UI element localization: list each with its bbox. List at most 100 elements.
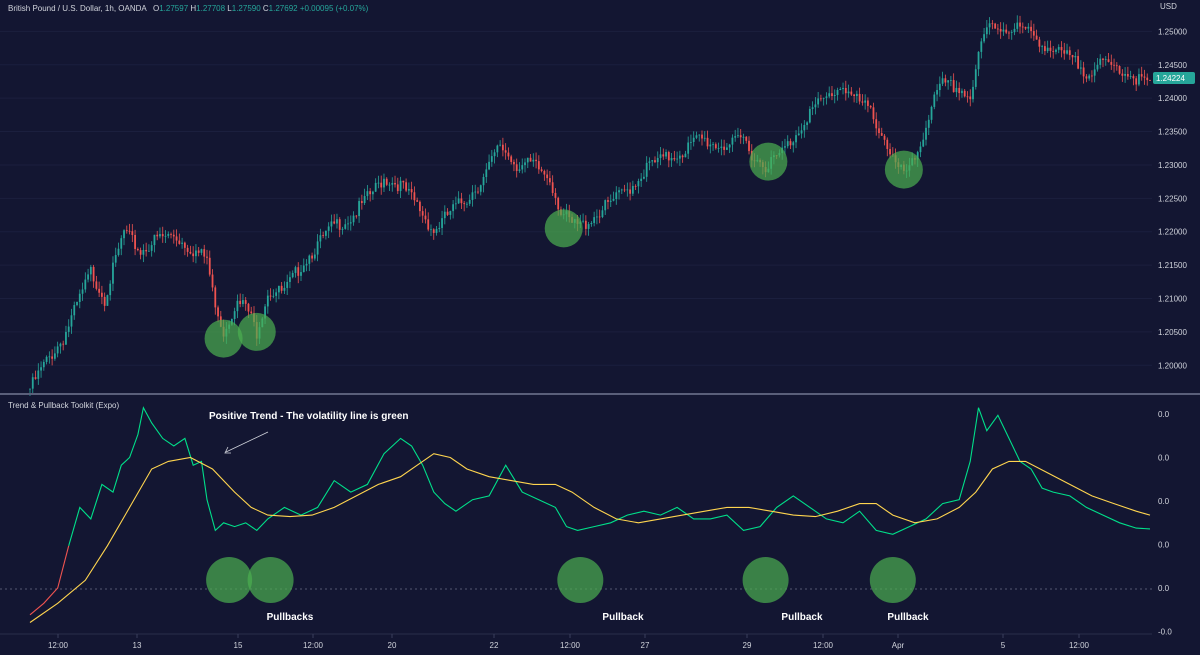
candle bbox=[529, 154, 532, 162]
candle bbox=[208, 250, 211, 277]
candle-body bbox=[89, 266, 92, 275]
candle bbox=[853, 93, 855, 103]
candle bbox=[532, 153, 535, 167]
candle bbox=[302, 258, 305, 273]
time-tick-label: 5 bbox=[1001, 641, 1006, 650]
candle bbox=[479, 184, 482, 196]
candle bbox=[554, 188, 557, 205]
candle bbox=[330, 214, 333, 233]
candle bbox=[673, 150, 676, 162]
candle bbox=[136, 247, 139, 252]
candle bbox=[159, 227, 161, 239]
candle-body bbox=[302, 265, 305, 273]
candle-body bbox=[291, 272, 294, 278]
candle bbox=[861, 94, 864, 106]
candle bbox=[1121, 69, 1124, 82]
candle-body bbox=[692, 137, 695, 142]
candle-body bbox=[344, 224, 347, 229]
candle bbox=[266, 289, 269, 314]
time-tick-label: 12:00 bbox=[560, 641, 581, 650]
candle bbox=[62, 340, 65, 351]
candle bbox=[457, 191, 460, 204]
candle bbox=[1052, 46, 1055, 59]
candle bbox=[1085, 74, 1088, 83]
candle bbox=[1068, 46, 1071, 60]
candle bbox=[183, 241, 186, 256]
candle-body bbox=[1099, 58, 1102, 65]
pane-separator[interactable] bbox=[0, 393, 1200, 395]
candle bbox=[131, 224, 134, 243]
candle-body bbox=[537, 161, 540, 170]
pullback-marker-price bbox=[544, 209, 583, 248]
candle bbox=[466, 201, 468, 208]
candle-body bbox=[546, 174, 549, 179]
candle-body bbox=[454, 203, 457, 205]
candle-body bbox=[504, 150, 507, 153]
candle-body bbox=[1132, 76, 1135, 79]
pullback-marker-price bbox=[204, 319, 243, 358]
candle-body bbox=[883, 135, 886, 140]
candle bbox=[974, 64, 977, 90]
candle-body bbox=[714, 144, 717, 149]
candle-body bbox=[831, 93, 833, 97]
candle bbox=[139, 247, 142, 260]
annotation-arrow bbox=[224, 431, 269, 454]
candle bbox=[1082, 61, 1085, 84]
candle bbox=[443, 205, 446, 225]
candle-body bbox=[1030, 26, 1032, 32]
candle-body bbox=[659, 154, 662, 158]
candle-body bbox=[1032, 31, 1035, 36]
candle-body bbox=[336, 219, 338, 224]
candle bbox=[454, 196, 457, 210]
candle-body bbox=[623, 189, 626, 191]
candle-body bbox=[1102, 58, 1104, 60]
candle-body bbox=[1082, 67, 1085, 77]
candle-body bbox=[1046, 47, 1049, 52]
candle-body bbox=[488, 161, 490, 170]
ohlc-value-c: 1.27692 bbox=[269, 4, 298, 13]
candle-body bbox=[701, 134, 703, 139]
candle-body bbox=[189, 251, 192, 254]
candle-body bbox=[947, 80, 950, 83]
candle-body bbox=[496, 145, 499, 153]
candle bbox=[839, 87, 842, 91]
candle-body bbox=[518, 169, 521, 171]
candle bbox=[1005, 24, 1008, 35]
candle-body bbox=[197, 250, 200, 253]
candle-body bbox=[272, 295, 275, 297]
candle-body bbox=[101, 292, 103, 297]
candle-body bbox=[709, 144, 712, 147]
candle-body bbox=[56, 346, 59, 354]
candle-body bbox=[532, 159, 535, 162]
candle-body bbox=[1079, 67, 1082, 69]
candle-body bbox=[612, 198, 615, 201]
candle-body bbox=[92, 266, 95, 282]
candle-body bbox=[1088, 75, 1091, 79]
pullback-label: Pullbacks bbox=[267, 612, 314, 623]
pullback-marker-price bbox=[749, 142, 788, 181]
candle-body bbox=[114, 255, 117, 263]
candle bbox=[667, 150, 670, 168]
candle bbox=[175, 229, 178, 247]
candle bbox=[488, 154, 490, 171]
candle-body bbox=[117, 248, 120, 256]
candle-body bbox=[604, 200, 607, 211]
candle-body bbox=[748, 140, 750, 152]
candle bbox=[441, 210, 443, 236]
candle-body bbox=[217, 307, 219, 317]
candle-body bbox=[615, 192, 618, 199]
candle bbox=[720, 139, 723, 156]
candle bbox=[214, 285, 217, 315]
candle-body bbox=[806, 122, 808, 125]
candle bbox=[372, 190, 374, 200]
candle-body bbox=[338, 219, 341, 230]
candle bbox=[150, 241, 153, 257]
candle bbox=[349, 215, 352, 231]
candle bbox=[427, 212, 430, 232]
candle bbox=[1135, 76, 1138, 92]
candle-body bbox=[53, 353, 56, 359]
candle bbox=[604, 199, 607, 215]
candle-body bbox=[153, 234, 156, 246]
candle-body bbox=[183, 242, 186, 248]
time-axis: 12:00 13 15 12:00 20 22 12:00 27 29 12:00 Apr 5 12:0… bbox=[48, 634, 1090, 650]
